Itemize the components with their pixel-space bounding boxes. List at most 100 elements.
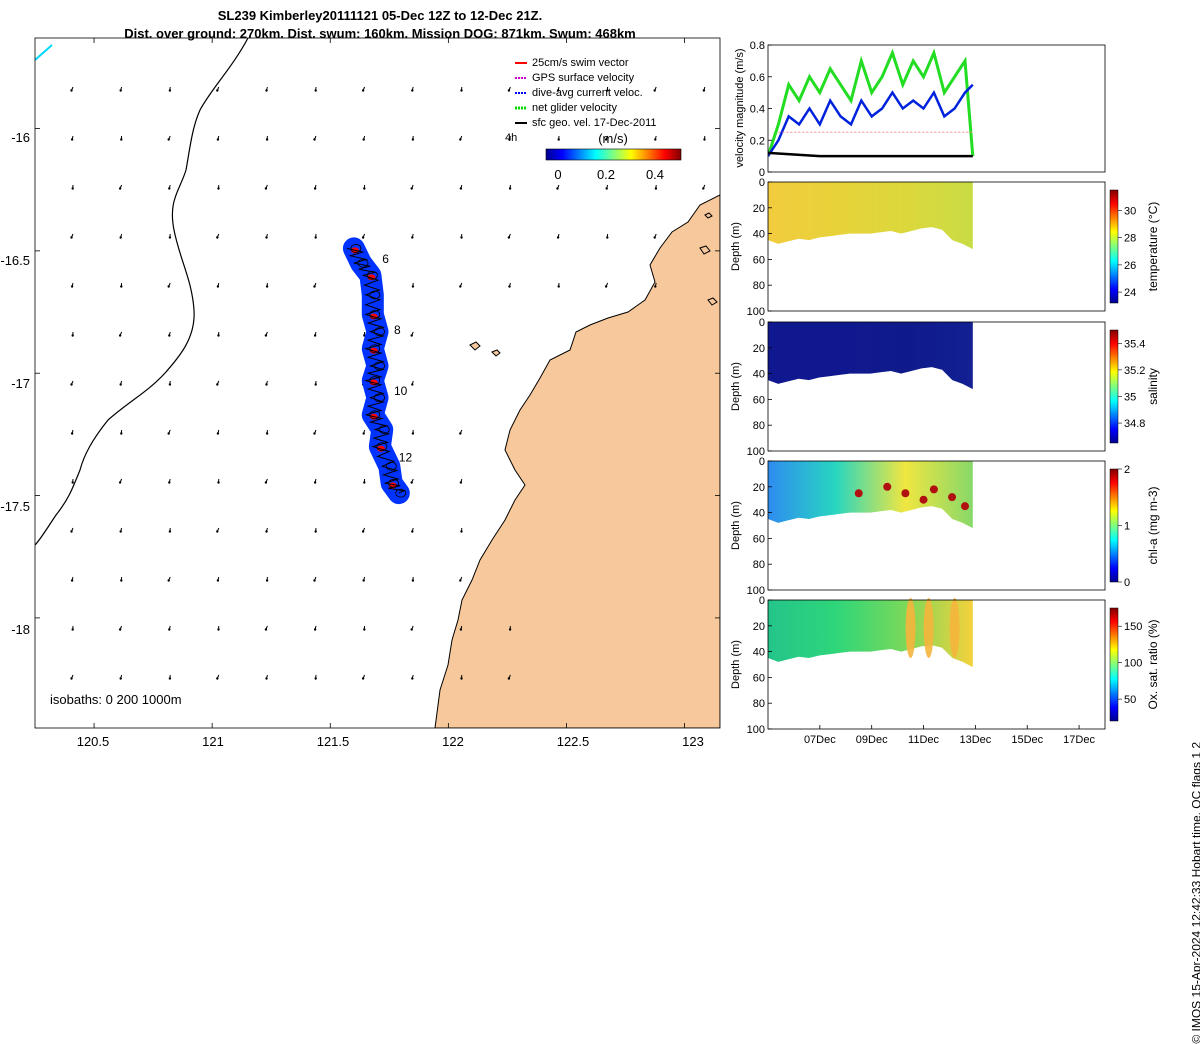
colorbar-title: (m/s) xyxy=(598,131,628,146)
geo-vector-head xyxy=(363,481,365,483)
geo-vector-head xyxy=(460,530,462,532)
geo-vector-head xyxy=(315,89,317,91)
geo-vector-head xyxy=(411,677,413,679)
geo-vector-head xyxy=(169,236,171,238)
geo-vector-head xyxy=(119,481,121,483)
geo-vector-head xyxy=(314,628,316,630)
geo-vector-head xyxy=(363,432,365,434)
geo-vector-head xyxy=(70,530,72,532)
geo-vector-head xyxy=(120,138,122,140)
geo-vector-head xyxy=(412,285,414,287)
legend-label: sfc geo. vel. 17-Dec-2011 xyxy=(532,117,657,129)
geo-vector-head xyxy=(120,579,122,581)
geo-vector-head xyxy=(120,530,122,532)
geo-vector-head xyxy=(120,285,122,287)
depth-tick-label: 40 xyxy=(753,369,765,381)
velocity-series-line xyxy=(768,153,973,156)
geo-vector-head xyxy=(315,236,317,238)
geo-vector-head xyxy=(71,579,73,581)
velocity-ytick-label: 0.8 xyxy=(750,40,765,52)
geo-vector-head xyxy=(654,89,656,91)
geo-vector-head xyxy=(313,285,315,287)
geo-vector-head xyxy=(266,432,268,434)
geo-vector-head xyxy=(119,628,121,630)
velocity-ytick-label: 0.4 xyxy=(750,104,765,116)
geo-vector-head xyxy=(169,677,171,679)
depth-tick-label: 80 xyxy=(753,698,765,710)
geo-vector-head xyxy=(412,579,414,581)
colorbar-tick: 0 xyxy=(554,167,561,182)
section-data-fill xyxy=(768,182,973,249)
y-tick-label: -17 xyxy=(11,376,30,391)
depth-tick-label: 80 xyxy=(753,280,765,292)
colorbar-tick-label: 30 xyxy=(1124,205,1136,217)
geo-vector-head xyxy=(265,530,267,532)
geo-vector-head xyxy=(265,187,267,189)
isobaths-label: isobaths: 0 200 1000m xyxy=(50,692,182,707)
depth-tick-label: 20 xyxy=(753,343,765,355)
depth-tick-label: 60 xyxy=(753,254,765,266)
track-day-label: 6 xyxy=(382,252,389,266)
colorbar-tick: 0.4 xyxy=(646,167,664,182)
geo-vector-head xyxy=(216,383,218,385)
geo-vector-head xyxy=(168,138,170,140)
map-colorbar: (m/s) 0 0.2 0.4 xyxy=(546,131,681,182)
section-data-fill xyxy=(768,461,973,528)
depth-tick-label: 40 xyxy=(753,647,765,659)
geo-vector-head xyxy=(363,628,365,630)
geo-vector-head xyxy=(313,138,315,140)
legend-label: dive-avg current veloc. xyxy=(532,87,643,99)
section-colorbar xyxy=(1110,330,1118,443)
geo-vector-head xyxy=(460,236,462,238)
geo-vector-head xyxy=(363,187,365,189)
velocity-series-line xyxy=(768,53,973,156)
date-tick-label: 17Dec xyxy=(1063,734,1095,746)
geo-vector-head xyxy=(168,432,170,434)
legend-label: 25cm/s swim vector xyxy=(532,57,629,69)
geo-vector-head xyxy=(71,432,73,434)
legend-label: GPS surface velocity xyxy=(532,72,635,84)
oxygen-streak xyxy=(906,598,916,658)
geo-vector-head xyxy=(71,138,73,140)
geo-vector-head xyxy=(265,481,267,483)
geo-vector-head xyxy=(460,481,462,483)
geo-vector-head xyxy=(412,432,414,434)
geo-vector-head xyxy=(169,383,171,385)
geo-vector-head xyxy=(411,628,413,630)
date-tick-label: 07Dec xyxy=(804,734,836,746)
colorbar-tick: 0.2 xyxy=(597,167,615,182)
colorbar-tick-label: 35.4 xyxy=(1124,338,1145,350)
date-tick-label: 11Dec xyxy=(908,734,939,746)
geo-vector-head xyxy=(266,138,268,140)
chl-hotspot xyxy=(883,483,891,491)
geo-vector-head xyxy=(315,530,317,532)
geo-vector-head xyxy=(411,334,413,336)
depth-tick-label: 80 xyxy=(753,559,765,571)
depth-tick-label: 20 xyxy=(753,482,765,494)
x-tick-label: 121.5 xyxy=(317,734,350,749)
x-tick-label: 122.5 xyxy=(557,734,590,749)
geo-vector-head xyxy=(556,187,558,189)
geo-vector-head xyxy=(362,530,364,532)
y-tick-label: -17.5 xyxy=(0,499,30,514)
depth-tick-label: 80 xyxy=(753,420,765,432)
geo-vector-head xyxy=(315,383,317,385)
oxygen-streak xyxy=(950,598,960,658)
geo-vector-head xyxy=(606,187,608,189)
y-tick-label: -18 xyxy=(11,622,30,637)
depth-tick-label: 100 xyxy=(747,724,765,736)
geo-vector-head xyxy=(217,579,219,581)
colorbar-tick-label: 28 xyxy=(1124,233,1136,245)
geo-vector-head xyxy=(508,89,510,91)
geo-vector-head xyxy=(411,89,413,91)
depth-ylabel: Depth (m) xyxy=(730,501,742,550)
geo-vector-head xyxy=(120,383,122,385)
geo-vector-head xyxy=(655,187,657,189)
geo-vector-head xyxy=(412,138,414,140)
geo-vector-head xyxy=(411,236,413,238)
geo-vector-head xyxy=(265,89,267,91)
colorbar-tick-label: 0 xyxy=(1124,577,1130,589)
geo-vector-head xyxy=(120,236,122,238)
depth-tick-label: 60 xyxy=(753,394,765,406)
